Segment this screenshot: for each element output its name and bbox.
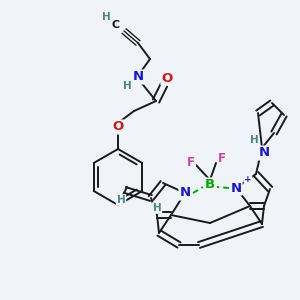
Text: H: H (123, 81, 131, 91)
Text: F: F (187, 155, 195, 169)
Text: N: N (179, 187, 191, 200)
Text: C: C (112, 20, 120, 30)
Text: +: + (244, 176, 252, 184)
Text: B: B (205, 178, 215, 191)
Text: H: H (153, 203, 161, 213)
Text: H: H (117, 195, 125, 205)
Text: H: H (102, 12, 110, 22)
Text: O: O (112, 121, 124, 134)
Text: H: H (250, 135, 258, 145)
Text: O: O (161, 71, 172, 85)
Text: N: N (258, 146, 270, 160)
Text: N: N (230, 182, 242, 194)
Text: F: F (218, 152, 226, 166)
Text: N: N (132, 70, 144, 83)
